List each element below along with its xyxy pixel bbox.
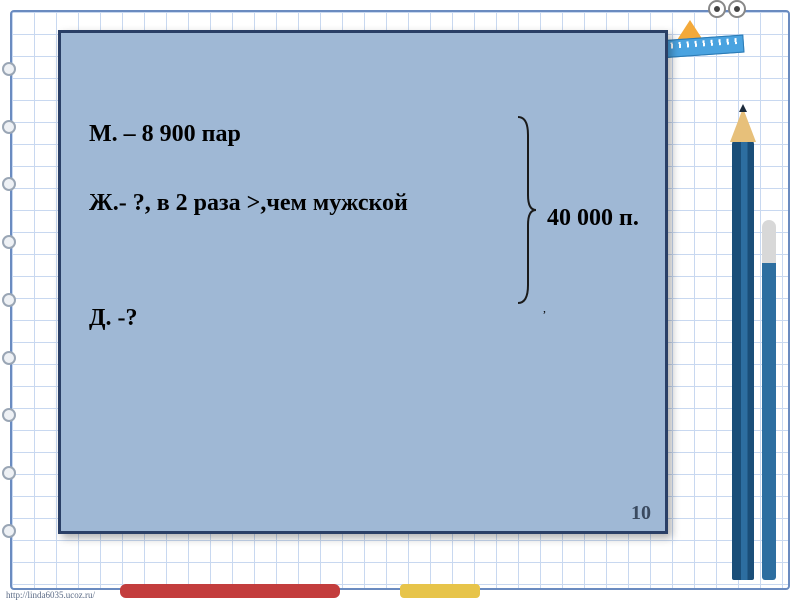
slide-content: М. – 8 900 пар Ж.- ?, в 2 раза >,чем муж… [89,121,637,374]
pencil-icon [732,140,754,580]
source-url: http://linda6035.ucoz.ru/ [4,590,97,600]
eyes-icon [708,0,746,18]
binder-rings [2,40,18,560]
line-d: Д. -? [89,305,637,332]
line-m: М. – 8 900 пар [89,121,637,148]
slide-card: М. – 8 900 пар Ж.- ?, в 2 раза >,чем муж… [58,30,668,534]
yellow-block-icon [400,584,480,598]
page-number: 10 [631,502,651,525]
total-label: 40 000 п. [547,205,639,232]
curly-bracket [516,115,538,305]
red-marker-icon [120,584,340,598]
pen-icon [762,220,776,580]
stray-mark: , [543,301,546,316]
